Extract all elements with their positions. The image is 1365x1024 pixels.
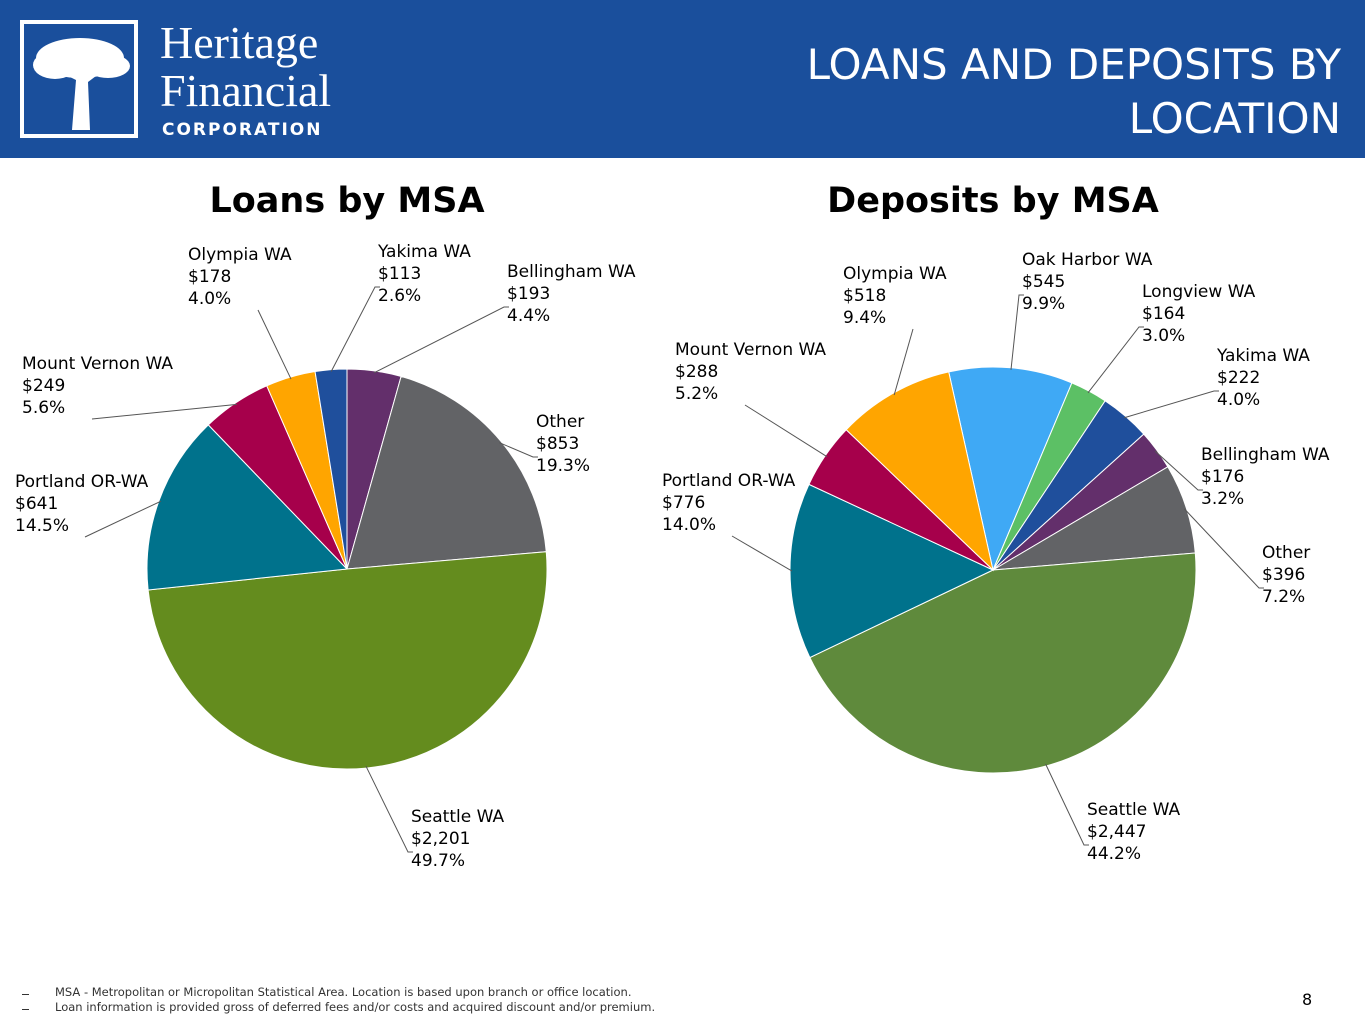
data-label: Longview WA <box>1142 282 1256 302</box>
leader-line <box>1010 294 1024 370</box>
leader-line <box>1124 390 1219 419</box>
data-label: $2,201 <box>411 829 470 849</box>
data-label: Yakima WA <box>1216 346 1310 366</box>
data-label: Other <box>1262 543 1310 563</box>
chart-title: Deposits by MSA <box>827 181 1159 221</box>
bullet <box>22 1009 29 1010</box>
data-label: 14.0% <box>662 515 716 535</box>
data-label: 3.0% <box>1142 326 1185 346</box>
data-label: $396 <box>1262 565 1305 585</box>
data-label: $853 <box>536 434 579 454</box>
header: Heritage Financial CORPORATION LOANS AND… <box>0 0 1365 158</box>
leader-line <box>744 404 828 458</box>
data-label: $249 <box>22 376 65 396</box>
leader-line <box>893 328 914 396</box>
leader-line <box>257 309 292 380</box>
leader-line <box>91 403 237 420</box>
data-label: $2,447 <box>1087 822 1146 842</box>
leader-line <box>1154 450 1203 491</box>
data-label: Mount Vernon WA <box>675 340 826 360</box>
data-label: Seattle WA <box>1087 800 1180 820</box>
data-label: Oak Harbor WA <box>1022 250 1153 270</box>
leader-line <box>84 500 162 538</box>
pie-slice <box>346 375 547 570</box>
leader-line <box>1045 763 1089 846</box>
data-label: Olympia WA <box>188 245 292 265</box>
data-label: 9.9% <box>1022 294 1065 314</box>
chart-title: Loans by MSA <box>209 181 484 221</box>
data-label: Olympia WA <box>843 264 947 284</box>
pie-slice <box>314 368 348 570</box>
footnote: MSA - Metropolitan or Micropolitan Stati… <box>55 985 632 999</box>
data-label: Mount Vernon WA <box>22 354 173 374</box>
data-label: Bellingham WA <box>1201 445 1330 465</box>
logo-subtext: CORPORATION <box>162 120 323 140</box>
pie-slice <box>146 424 349 591</box>
data-label: Yakima WA <box>377 242 471 262</box>
leader-line <box>499 442 538 458</box>
data-label: $545 <box>1022 272 1065 292</box>
pie-slice <box>789 483 995 659</box>
data-label: $776 <box>662 493 705 513</box>
data-label: 4.0% <box>1217 390 1260 410</box>
data-label: 49.7% <box>411 851 465 871</box>
data-label: $178 <box>188 267 231 287</box>
data-label: Seattle WA <box>411 807 504 827</box>
data-label: 5.2% <box>675 384 718 404</box>
logo-text: Heritage <box>160 17 319 68</box>
data-label: 14.5% <box>15 516 69 536</box>
page-number: 8 <box>1302 990 1313 1009</box>
data-label: 7.2% <box>1262 587 1305 607</box>
leader-line <box>373 306 509 374</box>
data-label: 4.4% <box>507 306 550 326</box>
data-label: Other <box>536 412 584 432</box>
leader-line <box>731 535 793 572</box>
data-label: $176 <box>1201 467 1244 487</box>
data-label: Portland OR-WA <box>662 471 796 491</box>
data-label: 5.6% <box>22 398 65 418</box>
data-label: 4.0% <box>188 289 231 309</box>
data-label: 9.4% <box>843 308 886 328</box>
pie-slice <box>845 371 994 572</box>
data-label: 2.6% <box>378 286 421 306</box>
slide-title: LOANS AND DEPOSITS BY LOCATION <box>806 40 1341 143</box>
leader-line <box>1184 508 1264 589</box>
data-label: Portland OR-WA <box>15 472 149 492</box>
data-label: $222 <box>1217 368 1260 388</box>
data-label: 3.2% <box>1201 489 1244 509</box>
pie-slice <box>147 551 548 770</box>
logo-text: Financial <box>160 65 332 116</box>
footnote: Loan information is provided gross of de… <box>55 1000 656 1014</box>
data-label: $113 <box>378 264 421 284</box>
data-label: 19.3% <box>536 456 590 476</box>
leader-line <box>365 765 413 853</box>
data-label: $288 <box>675 362 718 382</box>
leader-line <box>330 286 380 372</box>
data-label: 44.2% <box>1087 844 1141 864</box>
data-label: $164 <box>1142 304 1185 324</box>
data-label: $641 <box>15 494 58 514</box>
logo-mark <box>20 20 138 138</box>
data-label: $193 <box>507 284 550 304</box>
bullet <box>22 994 29 995</box>
data-label: $518 <box>843 286 886 306</box>
leader-line <box>1087 326 1144 394</box>
data-label: Bellingham WA <box>507 262 636 282</box>
